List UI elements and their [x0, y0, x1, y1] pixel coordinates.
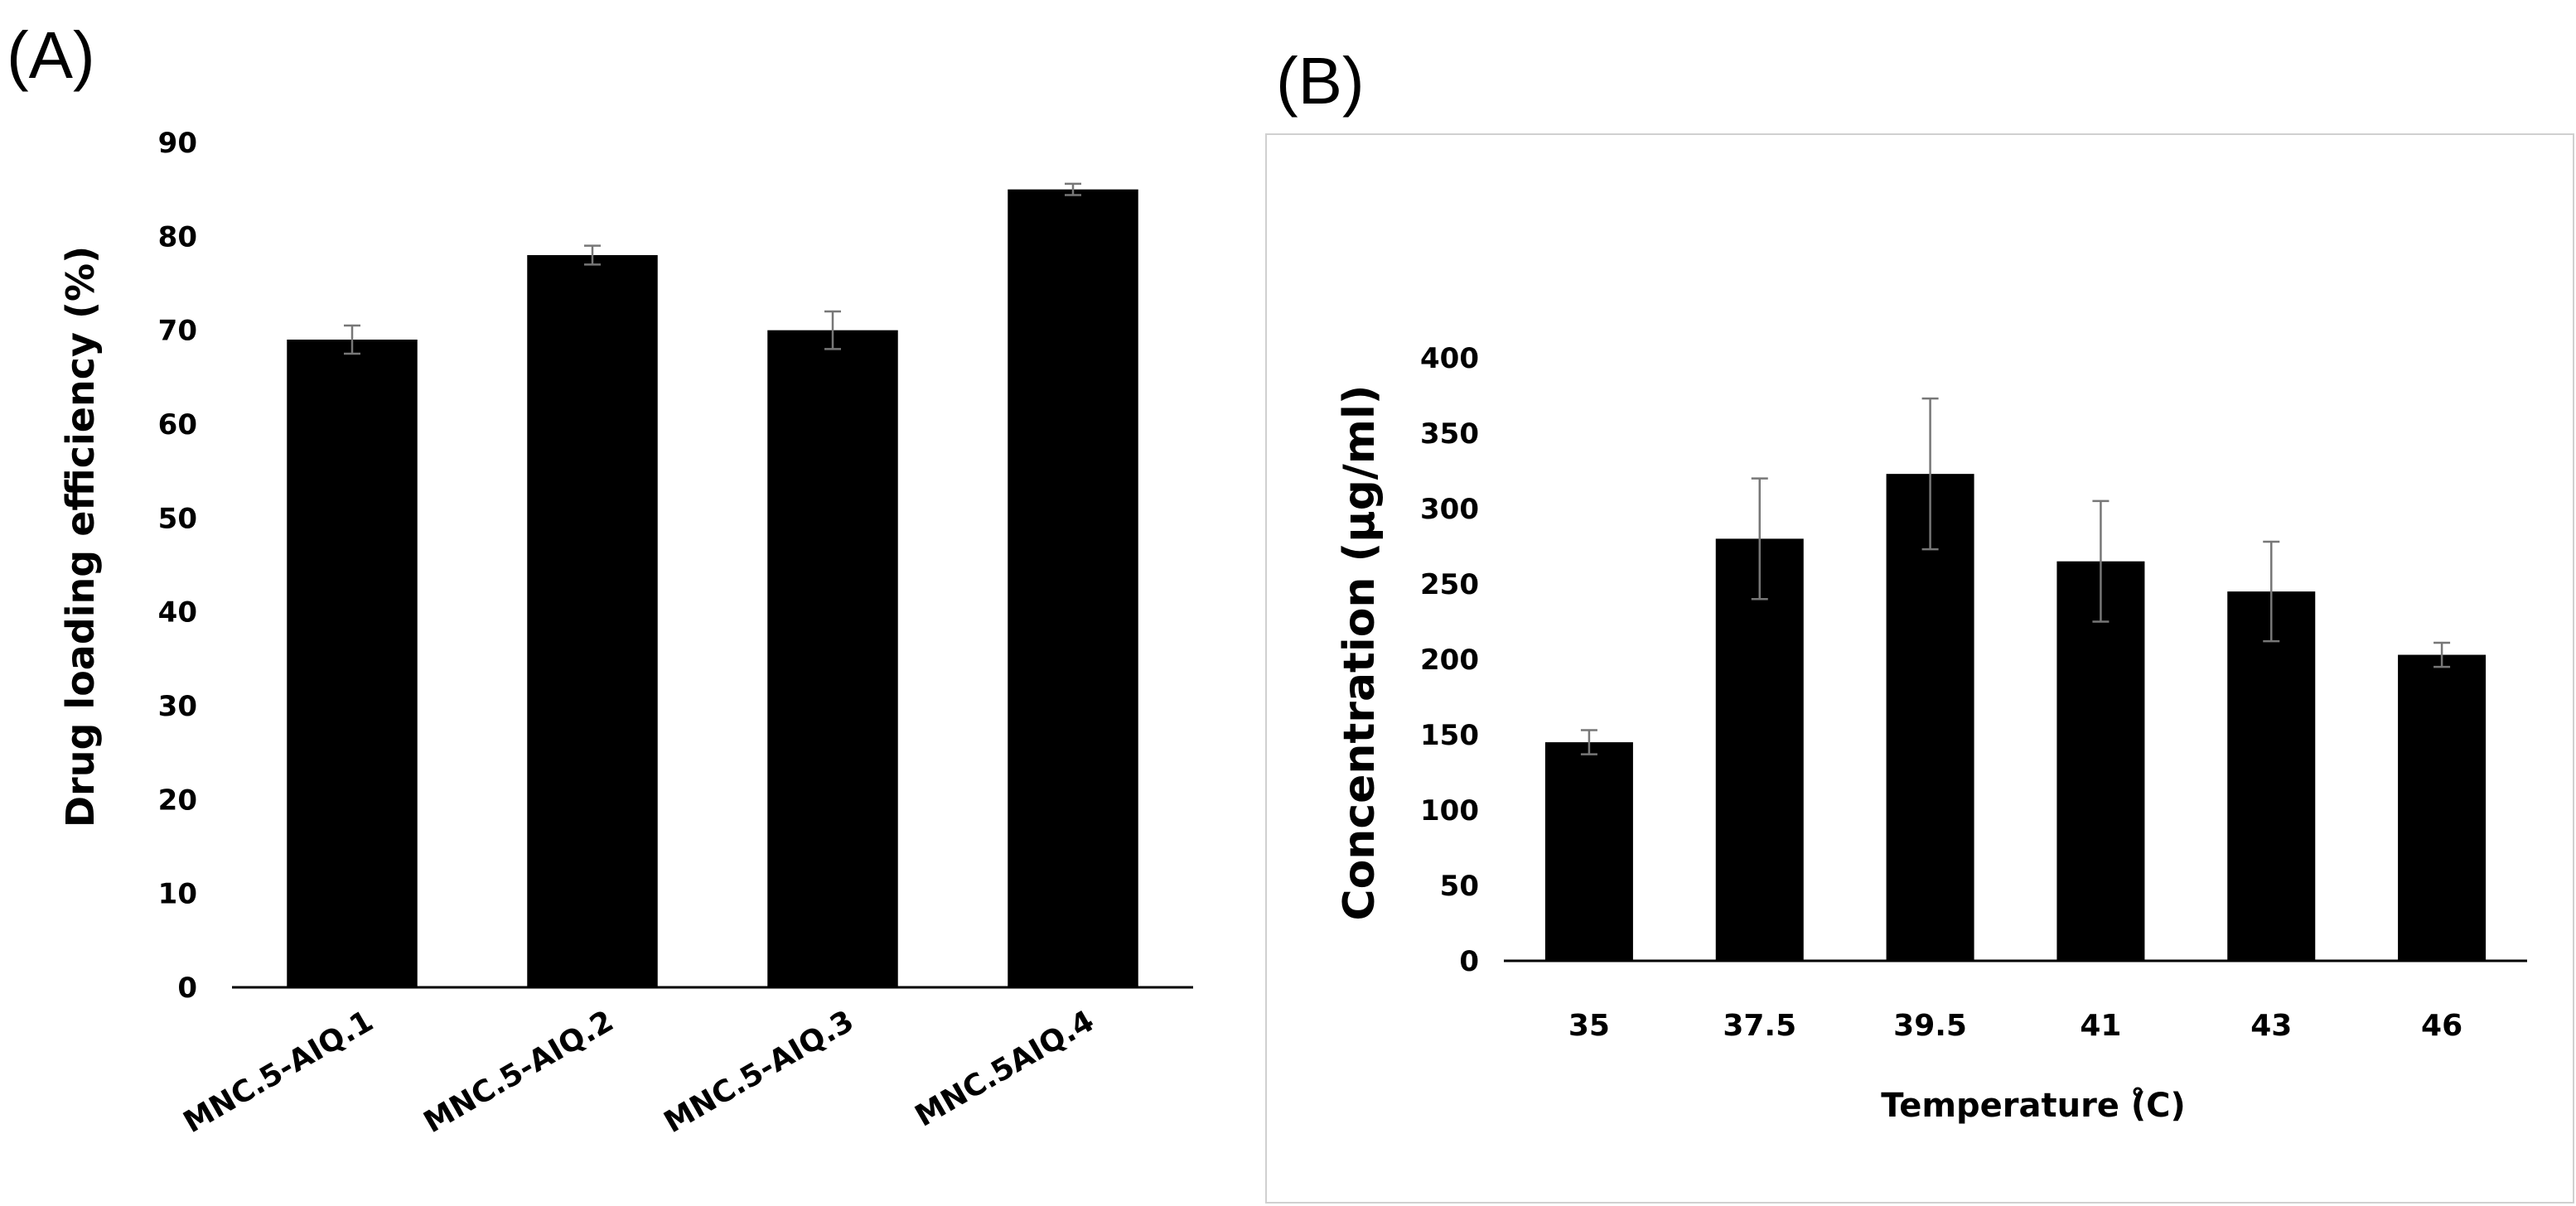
chart-a-error-bars — [344, 182, 1081, 355]
y-tick-label: 200 — [1420, 644, 1479, 677]
bar — [767, 330, 898, 988]
y-tick-label: 350 — [1420, 417, 1479, 451]
y-tick-label: 30 — [158, 690, 197, 723]
y-tick-label: 80 — [158, 220, 197, 253]
x-tick-label: MNC.5-AIQ.2 — [418, 1004, 620, 1140]
x-tick-label: 43 — [2250, 1009, 2292, 1043]
error-bar — [1921, 397, 1939, 551]
chart-b-x-axis-title: Temperature (̊C) — [1881, 1086, 2186, 1125]
bar — [1715, 538, 1804, 961]
x-tick-label: MNC.5-AIQ.3 — [659, 1004, 860, 1140]
chart-b-y-ticks: 0 50 100 150 200 250 300 350 400 — [1420, 342, 1479, 978]
x-tick-label: MNC.5AIQ.4 — [910, 1004, 1100, 1133]
bar — [287, 340, 418, 987]
error-bar — [2092, 499, 2110, 623]
panel-label-b: (B) — [1276, 44, 1365, 118]
bar — [2227, 591, 2316, 961]
y-tick-label: 250 — [1420, 568, 1479, 601]
y-tick-label: 50 — [158, 502, 197, 535]
x-tick-label: 46 — [2421, 1009, 2462, 1043]
y-tick-label: 60 — [158, 408, 197, 441]
bar — [1886, 474, 1974, 961]
x-tick-label: 37.5 — [1723, 1009, 1796, 1043]
chart-a-x-tick-labels: MNC.5-AIQ.1 MNC.5-AIQ.2 MNC.5-AIQ.3 MNC.5AI… — [178, 1004, 1100, 1140]
y-tick-label: 100 — [1420, 794, 1479, 827]
y-tick-label: 40 — [158, 596, 197, 630]
chart-a-y-axis-title: Drug loading efficiency (%) — [58, 246, 103, 827]
error-bar — [1065, 182, 1081, 196]
error-bar — [584, 244, 601, 266]
x-tick-label: MNC.5-AIQ.1 — [178, 1004, 379, 1140]
y-tick-label: 400 — [1420, 342, 1479, 375]
error-bar — [824, 310, 841, 350]
x-tick-label: 35 — [1568, 1009, 1610, 1043]
bar — [2398, 654, 2487, 961]
bar — [1008, 189, 1138, 987]
y-tick-label: 10 — [158, 878, 197, 911]
y-tick-label: 150 — [1420, 719, 1479, 752]
error-bar — [2433, 641, 2451, 668]
y-tick-label: 300 — [1420, 493, 1479, 526]
chart-b-frame — [1265, 133, 2574, 1204]
error-bar — [344, 324, 360, 355]
chart-b-bars — [1544, 474, 2487, 961]
chart-b-y-axis-title: Concentration (µg/ml) — [1335, 384, 1385, 920]
error-bar — [1580, 729, 1597, 755]
x-tick-label: 41 — [2080, 1009, 2121, 1043]
chart-b-error-bars — [1580, 397, 2451, 755]
y-tick-label: 20 — [158, 784, 197, 817]
bar — [527, 255, 658, 987]
error-bar — [2263, 540, 2280, 643]
y-tick-label: 90 — [158, 127, 197, 160]
x-tick-label: 39.5 — [1893, 1009, 1967, 1043]
chart-a-bars — [287, 189, 1138, 988]
error-bar — [1751, 477, 1768, 601]
chart-b-x-tick-labels: 35 37.5 39.5 41 43 46 — [1568, 1009, 2462, 1043]
chart-a: (A) Drug loading efficiency (%) 0 10 20 30 4… — [7, 18, 1193, 1140]
y-tick-label: 0 — [177, 972, 197, 1005]
y-tick-label: 0 — [1459, 945, 1479, 978]
y-tick-label: 50 — [1440, 870, 1479, 903]
panel-label-a: (A) — [7, 18, 95, 92]
chart-b: (B) Concentration (µg/ml) 0 50 100 150 200 25… — [1265, 44, 2574, 1204]
bar — [1544, 742, 1633, 961]
bar — [2056, 561, 2145, 961]
chart-a-y-ticks: 0 10 20 30 40 50 60 70 80 90 — [158, 127, 197, 1005]
y-tick-label: 70 — [158, 315, 197, 348]
